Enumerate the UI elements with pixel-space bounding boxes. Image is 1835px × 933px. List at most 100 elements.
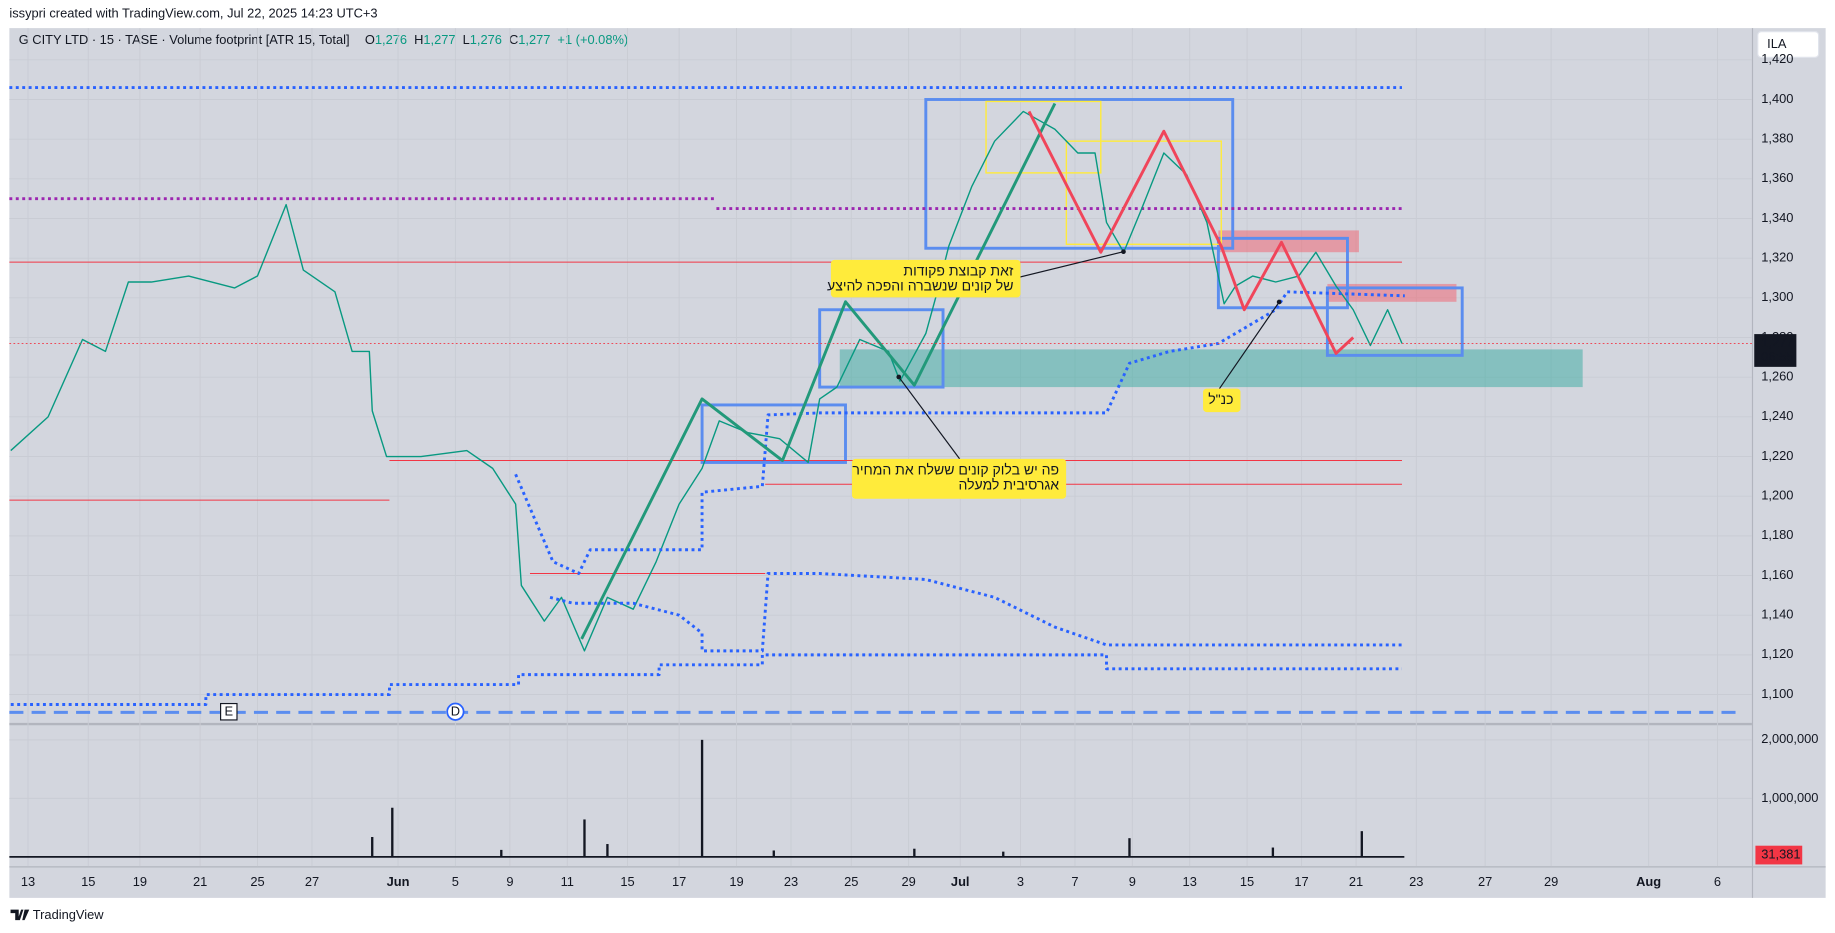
- y-tick-label: 1,400: [1761, 91, 1793, 106]
- countdown: 06:55: [1761, 349, 1793, 364]
- annotation-connector: [1013, 251, 1124, 280]
- pattern-line: [580, 102, 1057, 640]
- annotation-anchor: [1276, 299, 1282, 305]
- x-tick-label: 23: [1409, 874, 1423, 889]
- x-tick-label: 13: [1183, 874, 1197, 889]
- price-line: [10, 110, 1403, 652]
- ohlc-key: O: [365, 32, 375, 47]
- ohlc-value: 1,277: [518, 32, 550, 47]
- y-tick-label: 1,260: [1761, 369, 1793, 384]
- last-price-label: 1,277: [1761, 335, 1793, 350]
- currency-button-box[interactable]: [1757, 31, 1820, 58]
- symbol-info: G CITY LTD · 15 · TASE · Volume footprin…: [19, 32, 350, 47]
- zone: [985, 100, 1102, 174]
- ohlc-value: 1,277: [423, 32, 455, 47]
- zone: [1218, 230, 1359, 253]
- x-tick-label: 6: [1714, 874, 1721, 889]
- ohlc-key: C: [509, 32, 518, 47]
- zone: [1216, 236, 1349, 310]
- annotation-box: [851, 458, 1067, 499]
- annotation-connector: [898, 376, 961, 460]
- volume-bar: [772, 850, 775, 857]
- x-tick-label: 19: [729, 874, 743, 889]
- event-marker: [220, 702, 238, 721]
- x-tick-label: 19: [133, 874, 147, 889]
- price-change: +1 (+0.08%): [557, 32, 628, 47]
- header: issypri created with TradingView.com, Ju…: [9, 5, 377, 20]
- band-line: [549, 572, 1405, 653]
- annotation-text: כנ"ל: [1208, 391, 1233, 407]
- y-tick-label: 1,160: [1761, 567, 1793, 582]
- annotation-anchor: [896, 374, 902, 380]
- y-tick-label: 1,240: [1761, 408, 1793, 423]
- brand-name: TradingView: [33, 907, 104, 922]
- volume-last-box: [1755, 845, 1803, 865]
- zone: [818, 308, 945, 389]
- annotation-text: זאת קבוצת פקודות: [903, 262, 1014, 278]
- y-tick-label: 1,420: [1761, 51, 1793, 66]
- x-tick-label: Aug: [1636, 874, 1661, 889]
- ohlc-value: 1,276: [375, 32, 407, 47]
- legend: G CITY LTD · 15 · TASE · Volume footprin…: [19, 32, 628, 47]
- volume-bar: [700, 739, 704, 857]
- currency-button[interactable]: ILA: [1757, 31, 1820, 58]
- annotation-connector: [1218, 301, 1280, 389]
- x-tick-label: 27: [1478, 874, 1492, 889]
- x-tick-label: 17: [672, 874, 686, 889]
- y-tick-label: 1,320: [1761, 250, 1793, 265]
- x-tick-label: 17: [1294, 874, 1308, 889]
- brand: TradingView: [10, 907, 104, 922]
- volume-bar: [1360, 831, 1363, 857]
- volume-bar: [1002, 851, 1005, 857]
- x-tick-label: 21: [193, 874, 207, 889]
- volume-bar: [371, 837, 374, 857]
- annotation-text: אגרסיבית למעלה: [959, 477, 1060, 493]
- annotation-box: [830, 259, 1021, 298]
- volume-bar: [913, 848, 916, 857]
- ohlc-key: H: [414, 32, 423, 47]
- zone: [1065, 140, 1222, 245]
- band-line: [514, 290, 1405, 575]
- x-tick-label: 25: [250, 874, 264, 889]
- volume-bar: [500, 849, 503, 857]
- zone: [1325, 286, 1464, 357]
- annotation-anchor: [1121, 249, 1126, 255]
- x-tick-label: 15: [81, 874, 95, 889]
- volume-tick-label: 2,000,000: [1761, 731, 1818, 746]
- volume-bar: [606, 844, 609, 857]
- pattern-line: [1027, 110, 1355, 355]
- ohlc-key: L: [463, 32, 470, 47]
- x-tick-label: 7: [1071, 874, 1078, 889]
- annotation-box: [1203, 388, 1241, 413]
- currency-label[interactable]: ILA: [1767, 36, 1787, 51]
- y-tick-label: 1,140: [1761, 607, 1793, 622]
- volume-last-label: 31,381: [1761, 846, 1800, 861]
- event-label: D: [451, 704, 460, 719]
- x-tick-label: 15: [1240, 874, 1254, 889]
- x-tick-label: 29: [1544, 874, 1558, 889]
- annotation-text: של קונים שנשברה והפכה להיצע: [827, 278, 1013, 294]
- band-line: [10, 653, 1402, 706]
- x-tick-label: 9: [1129, 874, 1136, 889]
- y-tick-label: 1,180: [1761, 527, 1793, 542]
- zone: [924, 98, 1235, 250]
- x-tick-label: 29: [901, 874, 915, 889]
- y-tick-label: 1,200: [1761, 488, 1793, 503]
- x-tick-label: Jul: [951, 874, 970, 889]
- volume-bar: [583, 819, 586, 857]
- zone: [839, 349, 1583, 388]
- x-tick-label: 27: [305, 874, 319, 889]
- volume-bar: [1128, 838, 1131, 857]
- x-tick-label: 23: [784, 874, 798, 889]
- volume-tick-label: 1,000,000: [1761, 790, 1818, 805]
- event-marker: [446, 702, 465, 721]
- x-tick-label: Jun: [387, 874, 410, 889]
- volume-bar: [1271, 847, 1275, 857]
- annotation-text: פה יש בלוק קונים ששלח את המחיר: [852, 461, 1059, 477]
- x-tick-label: 3: [1017, 874, 1024, 889]
- zone: [700, 403, 847, 464]
- y-tick-label: 1,300: [1761, 289, 1793, 304]
- event-label: E: [225, 704, 234, 719]
